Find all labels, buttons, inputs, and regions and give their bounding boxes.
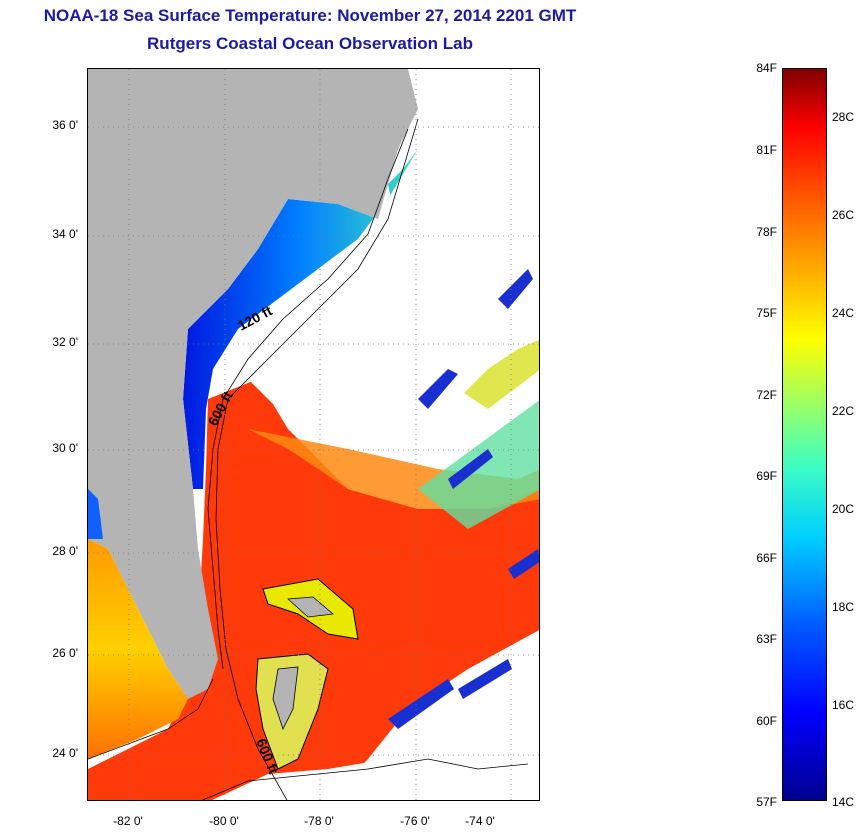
bahamas-island-north <box>287 596 334 618</box>
bahamas-island-south <box>272 666 299 731</box>
colorbar-label-81f: 81F <box>756 143 777 157</box>
lat-label-30: 30 0' <box>52 441 78 455</box>
lat-label-26: 26 0' <box>52 646 78 660</box>
lat-label-28: 28 0' <box>52 544 78 558</box>
lat-label-32: 32 0' <box>52 335 78 349</box>
lon-label-76: -76 0' <box>400 814 430 828</box>
florida-west-water <box>88 539 188 759</box>
colorbar-label-14c: 14C <box>832 795 855 809</box>
colorbar-label-18c: 18C <box>832 600 855 614</box>
colorbar-label-66f: 66F <box>756 551 777 565</box>
lon-label-80: -80 0' <box>209 814 239 828</box>
contour-gulf <box>88 678 214 760</box>
colorbar-label-63f: 63F <box>756 632 777 646</box>
colorbar-label-84f: 84F <box>756 61 777 75</box>
lat-label-36: 36 0' <box>52 118 78 132</box>
colorbar-label-24c: 24C <box>832 306 855 320</box>
colorbar-label-78f: 78F <box>756 225 777 239</box>
contour-600ft <box>215 118 419 800</box>
colorbar-label-72f: 72F <box>756 388 777 402</box>
colorbar-label-22c: 22C <box>832 404 855 418</box>
cuba-land-outline <box>201 758 529 800</box>
colorbar-label-28c: 28C <box>832 110 855 124</box>
lon-label-74: -74 0' <box>465 814 495 828</box>
temperature-colorbar <box>782 68 827 801</box>
lat-label-24: 24 0' <box>52 746 78 760</box>
contour-120ft <box>207 128 409 670</box>
map-title: NOAA-18 Sea Surface Temperature: Novembe… <box>43 6 577 25</box>
lat-label-34: 34 0' <box>52 227 78 241</box>
land-mainland <box>88 69 418 699</box>
colorbar-label-75f: 75F <box>756 306 777 320</box>
cuba-coast-water <box>212 739 539 800</box>
colorbar-label-16c: 16C <box>832 698 855 712</box>
scattered-pixels <box>388 269 539 729</box>
sst-map: 120 ft 600 ft 600 ft <box>87 68 540 801</box>
map-subtitle: Rutgers Coastal Ocean Observation Lab <box>147 34 473 53</box>
shelf-water-region <box>183 149 418 489</box>
cloud-cover-north <box>408 69 539 139</box>
graticule <box>88 69 539 800</box>
colorbar-label-26c: 26C <box>832 208 855 222</box>
lon-label-78: -78 0' <box>304 814 334 828</box>
colorbar-label-57f: 57F <box>756 795 777 809</box>
lon-label-82: -82 0' <box>113 814 143 828</box>
colorbar-label-60f: 60F <box>756 714 777 728</box>
florida-northwest-water <box>88 489 103 539</box>
colorbar-label-20c: 20C <box>832 502 855 516</box>
sst-map-canvas: 120 ft 600 ft 600 ft <box>88 69 539 800</box>
cloud-cover-region <box>238 109 539 439</box>
yellow-offshore-band <box>458 339 539 409</box>
colorbar-label-69f: 69F <box>756 469 777 483</box>
